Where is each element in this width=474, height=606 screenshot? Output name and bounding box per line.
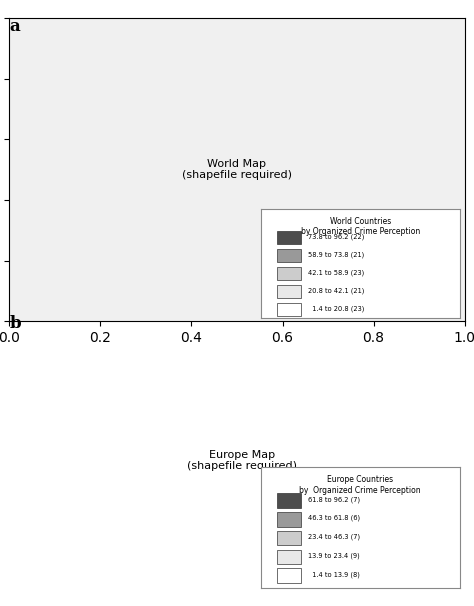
FancyBboxPatch shape: [277, 550, 301, 564]
Text: Europe Map
(shapefile required): Europe Map (shapefile required): [187, 450, 297, 471]
Text: World Map
(shapefile required): World Map (shapefile required): [182, 159, 292, 181]
Text: 13.9 to 23.4 (9): 13.9 to 23.4 (9): [309, 553, 360, 559]
Text: 23.4 to 46.3 (7): 23.4 to 46.3 (7): [309, 534, 361, 540]
FancyBboxPatch shape: [277, 531, 301, 545]
FancyBboxPatch shape: [277, 231, 301, 244]
Text: 46.3 to 61.8 (6): 46.3 to 61.8 (6): [309, 515, 361, 521]
FancyBboxPatch shape: [277, 267, 301, 280]
Text: 58.9 to 73.8 (21): 58.9 to 73.8 (21): [309, 251, 365, 258]
Text: 42.1 to 58.9 (23): 42.1 to 58.9 (23): [309, 269, 365, 276]
Text: 61.8 to 96.2 (7): 61.8 to 96.2 (7): [309, 496, 361, 502]
Text: 20.8 to 42.1 (21): 20.8 to 42.1 (21): [309, 287, 365, 293]
FancyBboxPatch shape: [277, 568, 301, 583]
Text: b: b: [9, 315, 21, 332]
Text: World Countries
by Organized Crime Perception: World Countries by Organized Crime Perce…: [301, 217, 420, 236]
FancyBboxPatch shape: [277, 249, 301, 262]
FancyBboxPatch shape: [277, 512, 301, 527]
Text: Europe Countries
by  Organized Crime Perception: Europe Countries by Organized Crime Perc…: [300, 475, 421, 494]
Text: 1.4 to 20.8 (23): 1.4 to 20.8 (23): [309, 305, 365, 311]
FancyBboxPatch shape: [277, 285, 301, 298]
Text: 73.8 to 96.2 (22): 73.8 to 96.2 (22): [309, 233, 365, 239]
FancyBboxPatch shape: [277, 303, 301, 316]
Text: a: a: [9, 18, 20, 35]
FancyBboxPatch shape: [277, 493, 301, 508]
Text: 1.4 to 13.9 (8): 1.4 to 13.9 (8): [309, 571, 360, 578]
